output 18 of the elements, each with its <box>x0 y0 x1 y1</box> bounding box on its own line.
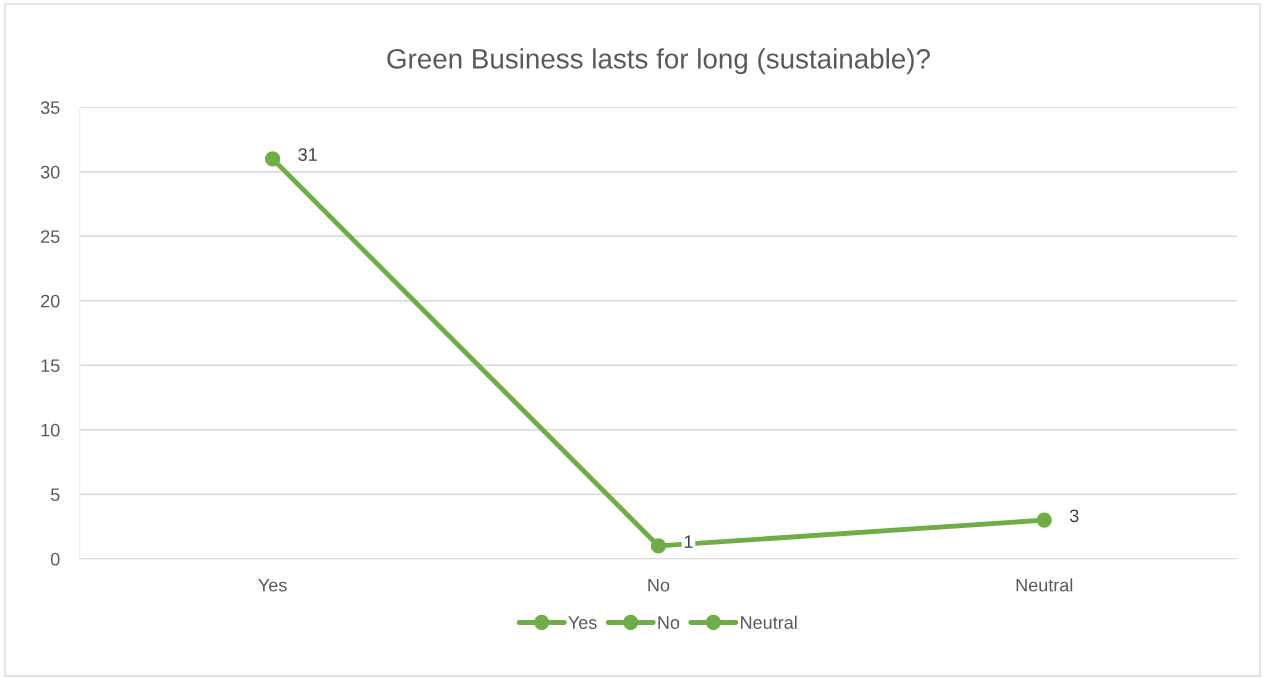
y-tick-label: 15 <box>41 359 60 373</box>
category-label: Yes <box>568 616 597 629</box>
y-tick-label: 0 <box>50 552 60 566</box>
category-label: No <box>658 616 680 629</box>
data-label: 3 <box>1069 509 1079 523</box>
y-tick-label: 35 <box>40 101 60 114</box>
data-label: 1 <box>684 535 693 548</box>
data-label: 31 <box>298 148 317 161</box>
x-tick-label: Yes <box>258 578 287 592</box>
category-label: Neutral <box>741 615 797 629</box>
y-tick-label: 30 <box>40 165 60 179</box>
x-tick-label: No <box>648 578 670 592</box>
y-tick-label: 5 <box>50 488 60 502</box>
y-tick-label: 10 <box>41 423 60 437</box>
y-tick-label: 20 <box>41 294 60 308</box>
x-tick-label: Neutral <box>1016 578 1073 592</box>
y-tick-label: 25 <box>41 230 60 244</box>
chart-title: Green Business lasts for long (sustainable)? <box>387 48 930 75</box>
